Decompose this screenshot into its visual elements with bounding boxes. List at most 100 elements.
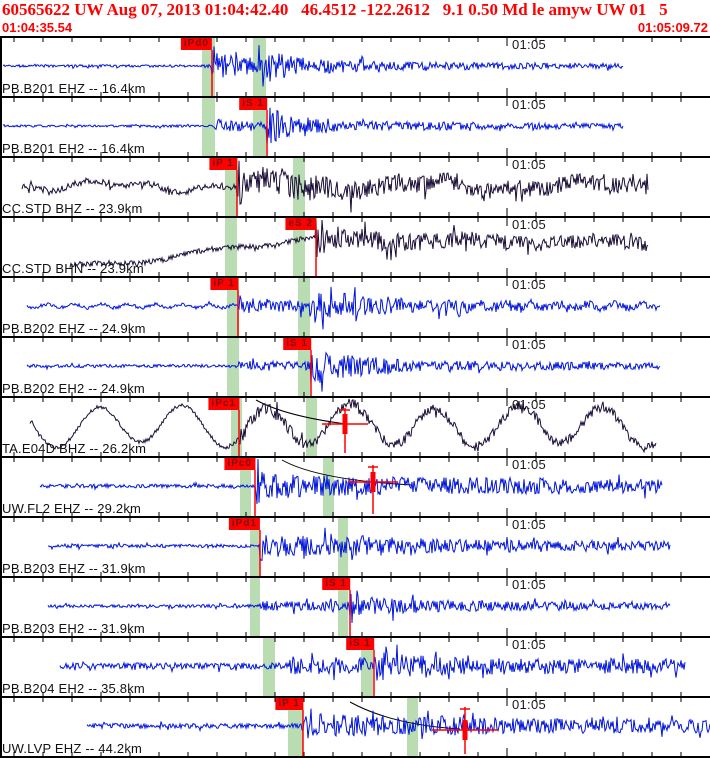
- s-window-band: [338, 578, 348, 636]
- pick-flag[interactable]: iP 1: [275, 698, 303, 710]
- station-label: PB.B203 EHZ -- 31.9km: [2, 561, 146, 576]
- pick-flag[interactable]: iS 1: [346, 638, 374, 650]
- pick-flag[interactable]: iS 1: [322, 578, 350, 590]
- waveform-plot[interactable]: [0, 398, 710, 456]
- pick-flag[interactable]: iS 1: [239, 98, 267, 110]
- seismogram-trace: [26, 286, 661, 330]
- s-window-band: [253, 98, 266, 156]
- waveform-plot[interactable]: [0, 278, 710, 336]
- p-window-band: [202, 98, 215, 156]
- panel-left-border: [0, 698, 2, 756]
- waveform-plot[interactable]: [0, 578, 710, 636]
- pick-flag[interactable]: eS 2: [285, 218, 316, 230]
- trace-panel[interactable]: iP 1 01:05 UW.LVP EHZ -- 44.2km: [0, 696, 710, 756]
- trace-panel[interactable]: iS 1 01:05 PB.B202 EH2 -- 24.9km: [0, 336, 710, 396]
- trace-panel[interactable]: iPc0 01:05 UW.FL2 EHZ -- 29.2km: [0, 456, 710, 516]
- seismogram-trace: [47, 527, 671, 562]
- time-tick-label: 01:05: [512, 517, 547, 532]
- waveform-plot[interactable]: [0, 518, 710, 576]
- trace-panel[interactable]: iP 1 01:05 PB.B202 EHZ -- 24.9km: [0, 276, 710, 336]
- seismogram-trace: [69, 218, 649, 268]
- pick-flag[interactable]: iP 1: [209, 158, 237, 170]
- amplitude-cursor-bar[interactable]: [370, 472, 376, 492]
- time-tick-label: 01:05: [512, 157, 547, 172]
- trace-panel[interactable]: iP 1 01:05 CC.STD BHZ -- 23.9km: [0, 156, 710, 216]
- p-window-band: [231, 398, 242, 456]
- panel-left-border: [0, 38, 2, 96]
- seismogram-trace: [59, 644, 686, 681]
- trace-panel[interactable]: iPc1 01:05 TA.E04D BHZ -- 26.2km: [0, 396, 710, 456]
- pick-flag[interactable]: iS 1: [283, 338, 311, 350]
- panel-left-border: [0, 398, 2, 456]
- panel-left-border: [0, 578, 2, 636]
- time-tick-label: 01:05: [512, 697, 547, 712]
- time-tick-label: 01:05: [512, 97, 547, 112]
- seismogram-trace: [26, 351, 661, 392]
- time-window-bar: 01:04:35.54 01:05:09.72: [0, 20, 710, 35]
- seismogram-trace: [39, 458, 663, 505]
- panel-left-border: [0, 218, 2, 276]
- waveform-plot[interactable]: [0, 158, 710, 216]
- waveform-plot[interactable]: [0, 338, 710, 396]
- p-window-band: [225, 158, 237, 216]
- waveform-plot[interactable]: [0, 98, 710, 156]
- time-tick-label: 01:05: [512, 397, 547, 412]
- station-label: PB.B202 EH2 -- 24.9km: [2, 381, 145, 396]
- trace-panel[interactable]: iPd0 01:05 PB.B201 EHZ -- 16.4km: [0, 36, 710, 96]
- station-label: TA.E04D BHZ -- 26.2km: [2, 441, 147, 456]
- waveform-plot[interactable]: [0, 698, 710, 756]
- panel-left-border: [0, 518, 2, 576]
- window-start-time: 01:04:35.54: [2, 20, 73, 35]
- station-label: CC.STD BHN -- 23.9km: [2, 261, 144, 276]
- time-tick-label: 01:05: [512, 337, 547, 352]
- time-tick-label: 01:05: [512, 37, 547, 52]
- p-window-band: [225, 218, 237, 276]
- time-tick-label: 01:05: [512, 217, 547, 232]
- panel-left-border: [0, 278, 2, 336]
- station-label: PB.B202 EHZ -- 24.9km: [2, 321, 146, 336]
- station-label: PB.B204 EH2 -- 35.8km: [2, 681, 145, 696]
- waveform-plot[interactable]: [0, 218, 710, 276]
- trace-panel[interactable]: eS 2 01:05 CC.STD BHN -- 23.9km: [0, 216, 710, 276]
- p-window-band: [250, 578, 260, 636]
- seismogram-trace: [2, 45, 624, 87]
- pick-flag[interactable]: iPd1: [228, 518, 260, 530]
- seismogram-trace: [47, 590, 671, 624]
- pick-flag[interactable]: iPc1: [208, 398, 239, 410]
- s-window-band: [293, 218, 305, 276]
- station-label: PB.B201 EHZ -- 16.4km: [2, 81, 146, 96]
- pick-flag[interactable]: iPd0: [180, 38, 212, 50]
- station-label: CC.STD BHZ -- 23.9km: [2, 201, 143, 216]
- event-summary: 60565622 UW Aug 07, 2013 01:04:42.40 46.…: [2, 0, 668, 19]
- station-label: PB.B203 EH2 -- 31.9km: [2, 621, 145, 636]
- event-header: 60565622 UW Aug 07, 2013 01:04:42.40 46.…: [0, 0, 710, 36]
- seismogram-trace: [21, 160, 649, 213]
- pick-flag[interactable]: iP 1: [210, 278, 238, 290]
- trace-panel[interactable]: iS 1 01:05 PB.B203 EH2 -- 31.9km: [0, 576, 710, 636]
- station-label: PB.B201 EH2 -- 16.4km: [2, 141, 145, 156]
- panel-left-border: [0, 458, 2, 516]
- p-window-band: [250, 518, 260, 576]
- trace-list: iPd0 01:05 PB.B201 EHZ -- 16.4km iS 1 01:05 P…: [0, 36, 710, 758]
- waveform-plot[interactable]: [0, 38, 710, 96]
- trace-panel[interactable]: iS 1 01:05 PB.B204 EH2 -- 35.8km: [0, 636, 710, 696]
- panel-left-border: [0, 638, 2, 696]
- panel-left-border: [0, 158, 2, 216]
- p-window-band: [227, 338, 239, 396]
- window-end-time: 01:05:09.72: [637, 20, 708, 35]
- station-label: UW.LVP EHZ -- 44.2km: [2, 741, 143, 756]
- amplitude-cursor-bar[interactable]: [462, 720, 468, 740]
- s-window-band: [298, 338, 310, 396]
- time-tick-label: 01:05: [512, 457, 547, 472]
- trace-panel[interactable]: iS 1 01:05 PB.B201 EH2 -- 16.4km: [0, 96, 710, 156]
- trace-panel[interactable]: iPd1 01:05 PB.B203 EHZ -- 31.9km: [0, 516, 710, 576]
- time-tick-label: 01:05: [512, 637, 547, 652]
- waveform-plot[interactable]: [0, 458, 710, 516]
- s-window-band: [361, 638, 373, 696]
- amplitude-cursor-bar[interactable]: [342, 414, 348, 434]
- waveform-plot[interactable]: [0, 638, 710, 696]
- station-label: UW.FL2 EHZ -- 29.2km: [2, 501, 142, 516]
- p-window-band: [227, 278, 239, 336]
- time-tick-label: 01:05: [512, 577, 547, 592]
- pick-flag[interactable]: iPc0: [224, 458, 255, 470]
